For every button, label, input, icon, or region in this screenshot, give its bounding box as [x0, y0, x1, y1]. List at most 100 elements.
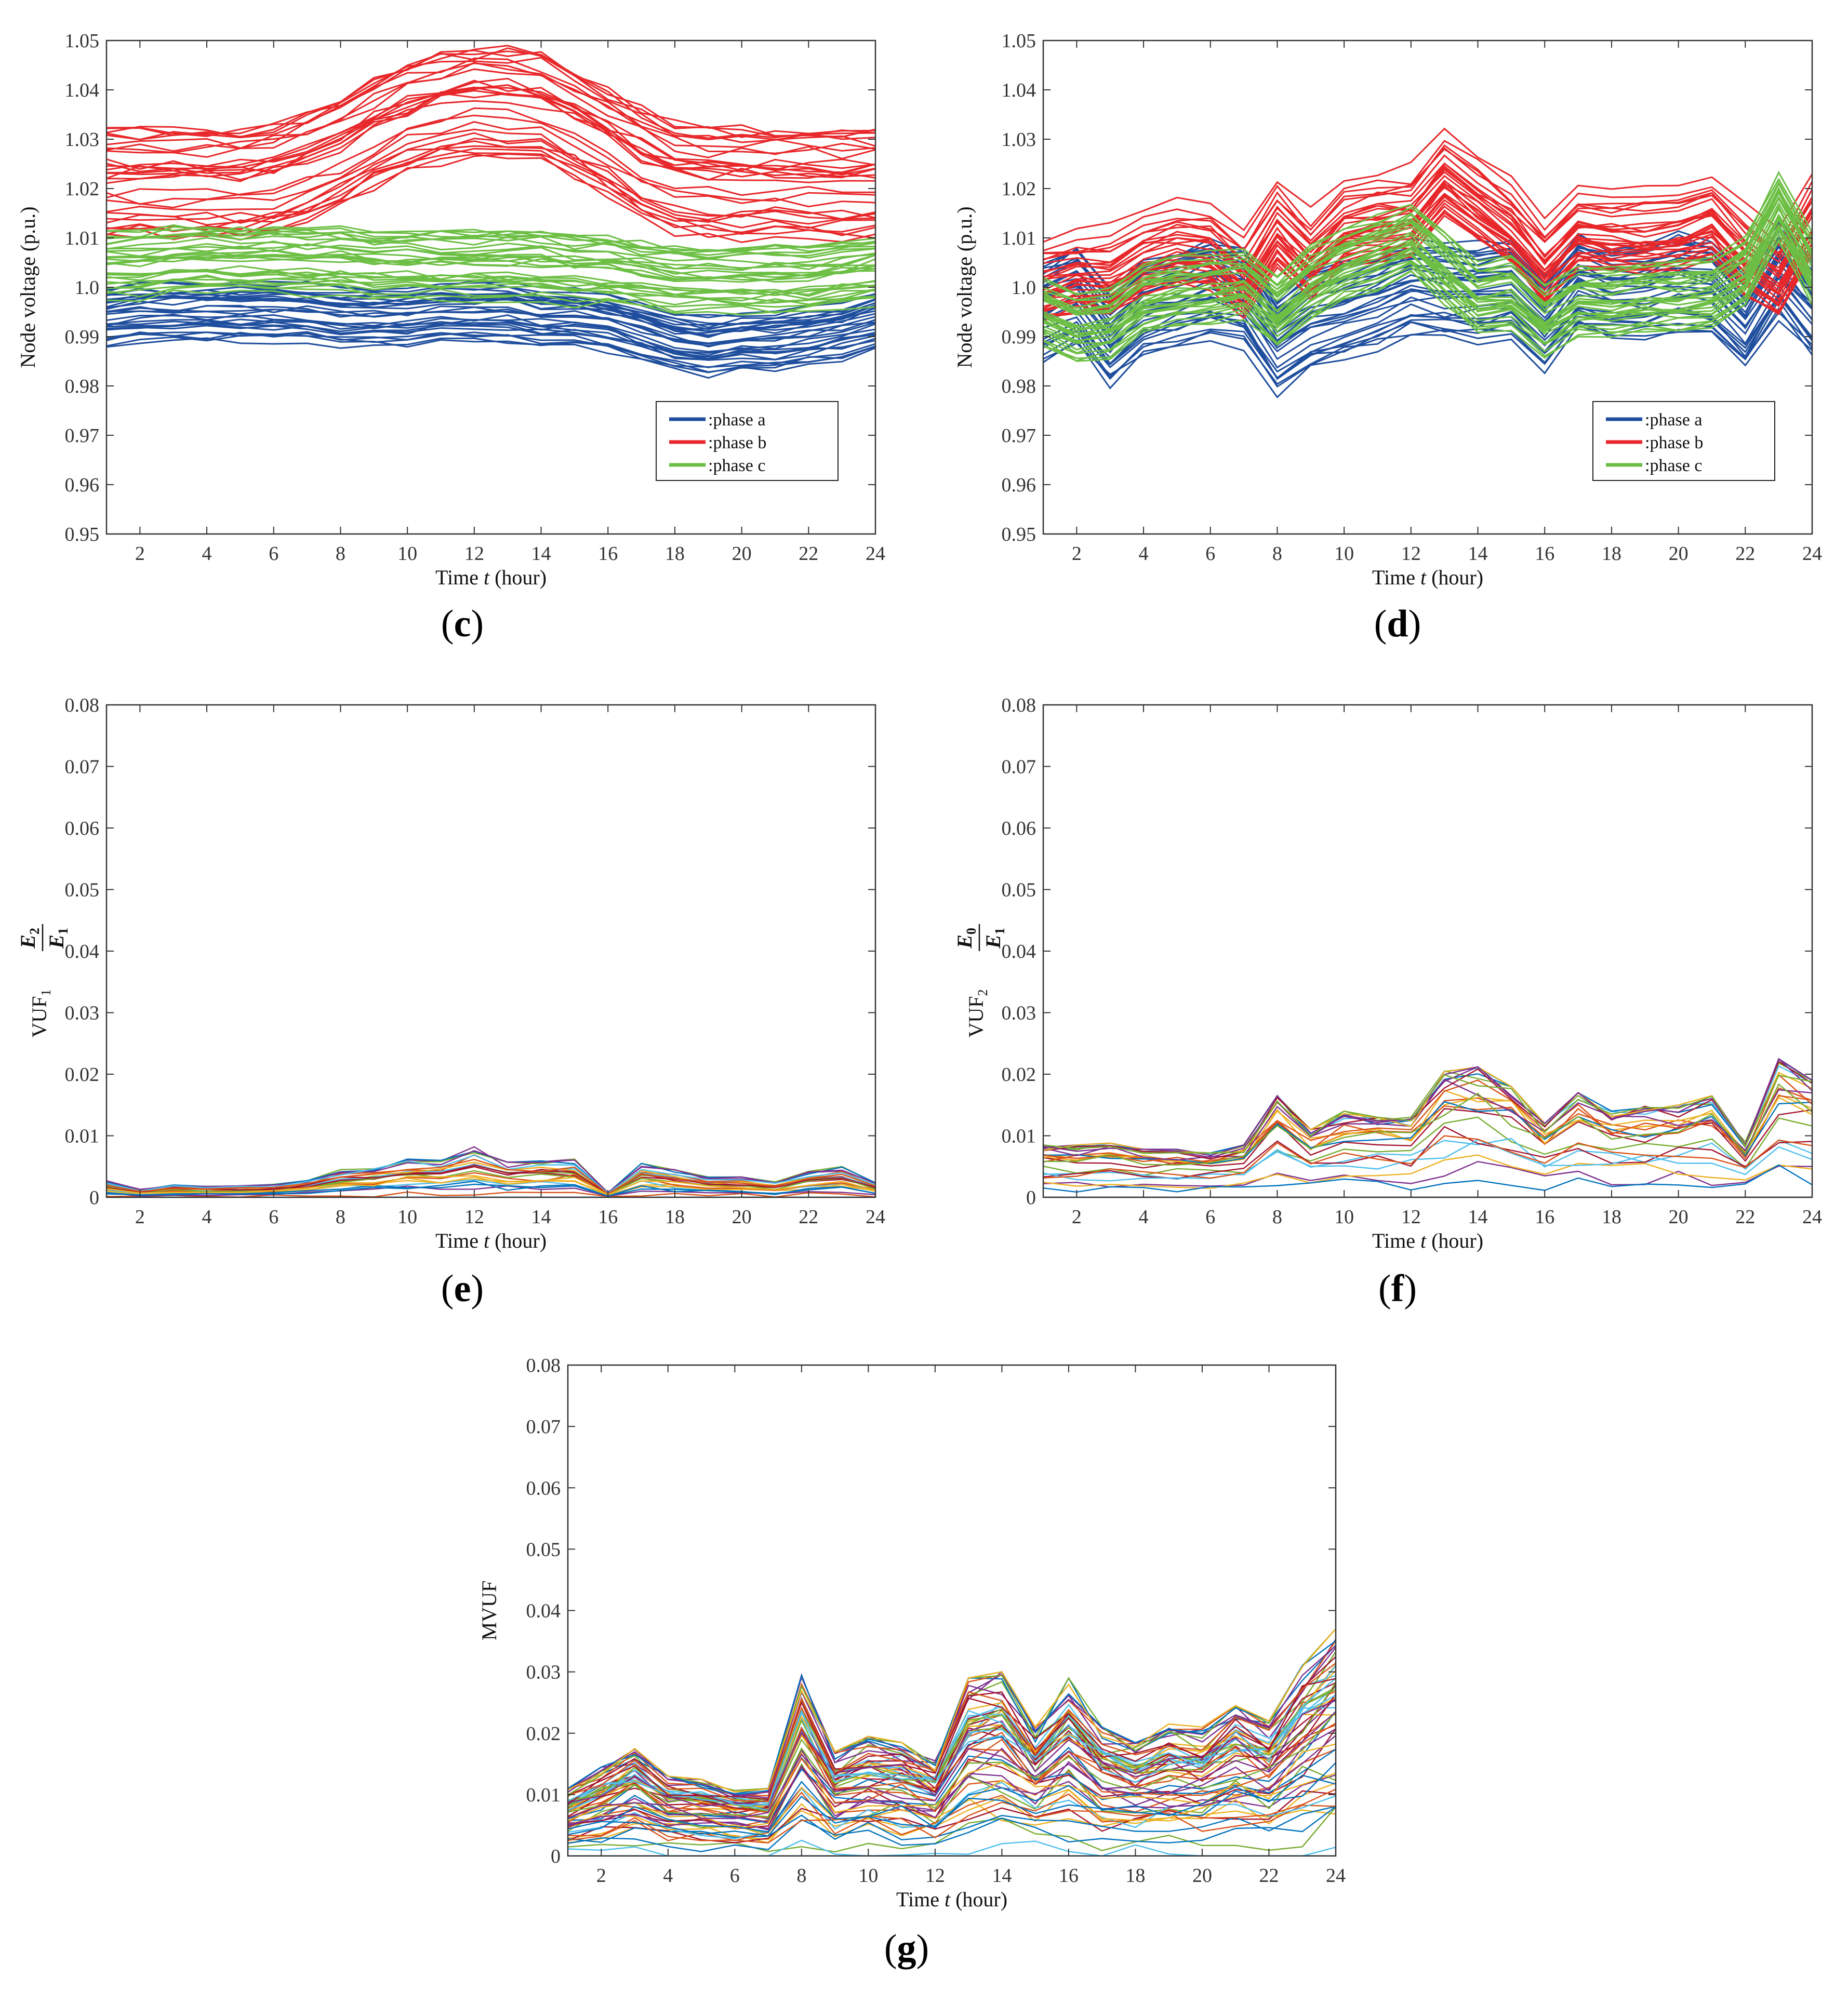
series-line-phase-a-25	[107, 287, 875, 326]
x-tick-label: 6	[269, 543, 278, 565]
series-line-MVUF-envelope-4	[568, 1807, 1336, 1853]
y-tick-label: 1.0	[1012, 277, 1036, 299]
x-tick-label: 2	[135, 543, 145, 565]
x-tick-label: 4	[663, 1865, 673, 1887]
x-tick-label: 18	[1125, 1865, 1145, 1887]
series-line-phase-a-22	[107, 318, 875, 358]
series-line-phase-c-29	[107, 270, 875, 296]
series-line-phase-c-5	[1043, 196, 1812, 316]
x-axis-label-prefix: Time	[1372, 566, 1420, 589]
y-tick-label: 0.99	[65, 326, 100, 348]
x-tick-label: 20	[732, 543, 752, 565]
x-axis-label-suffix: (hour)	[950, 1888, 1007, 1911]
series-line-MVUF-envelope-55	[568, 1678, 1336, 1800]
series-line-phase-b-12	[1043, 154, 1812, 263]
legend-label-phase-b: :phase b	[708, 433, 766, 452]
series-line-phase-c-21	[107, 254, 875, 279]
y-tick-label: 0.05	[1002, 879, 1036, 901]
series-line-phase-c-5	[107, 237, 875, 265]
series-line-phase-c-27	[107, 240, 875, 271]
series-line-phase-b-19	[107, 47, 875, 140]
y-tick-label: 1.03	[65, 129, 100, 151]
x-tick-label: 8	[1272, 1206, 1282, 1228]
y-tick-label: 1.02	[65, 178, 100, 200]
series-line-phase-b-4	[107, 145, 875, 231]
x-tick-label: 16	[1535, 1206, 1554, 1228]
series-lines	[1043, 1058, 1812, 1197]
y-tick-label: 0.04	[526, 1600, 561, 1622]
x-tick-label: 4	[202, 1206, 212, 1228]
series-line-MVUF-envelope-45	[568, 1735, 1336, 1830]
x-tick-label: 22	[1735, 543, 1755, 565]
series-line-phase-c-24	[1043, 181, 1812, 301]
y-tick-label: 0.08	[526, 1355, 561, 1377]
x-tick-label: 14	[1468, 543, 1488, 565]
x-tick-label: 18	[1602, 1206, 1621, 1228]
series-line-phase-b-28	[1043, 144, 1812, 255]
series-line-MVUF-envelope-52	[568, 1700, 1336, 1807]
series-line-phase-b-24	[107, 84, 875, 175]
x-tick-label: 14	[992, 1865, 1012, 1887]
series-line-VUF2-envelope-7	[1043, 1058, 1812, 1154]
series-line-phase-a-24	[1043, 319, 1812, 398]
series-line-phase-c-28	[107, 226, 875, 255]
y-tick-label: 0.97	[65, 425, 100, 447]
series-line-VUF2-envelope-18	[1043, 1083, 1812, 1166]
y-tick-label: 0.01	[1002, 1126, 1036, 1147]
x-tick-label: 10	[397, 1206, 417, 1228]
series-line-phase-b-26	[107, 79, 875, 171]
series-line-VUF1-envelope-19	[107, 1154, 875, 1194]
x-tick-label: 16	[598, 543, 618, 565]
series-line-VUF1-envelope-22	[107, 1158, 875, 1195]
series-line-phase-b-15	[107, 62, 875, 152]
x-tick-label: 22	[799, 1206, 818, 1228]
y-tick-label: 0.07	[1002, 756, 1036, 778]
series-line-phase-b-23	[1043, 179, 1812, 295]
series-line-MVUF-envelope-12	[568, 1839, 1336, 1856]
series-line-MVUF-envelope-31	[568, 1645, 1336, 1799]
chart-panel-c: 2 4 6 8 10 12 14 16 18 20 22 240.950.960.970.980.99…	[16, 30, 885, 645]
series-line-MVUF-envelope-53	[568, 1712, 1336, 1818]
series-line-VUF2-envelope-25	[1043, 1074, 1812, 1154]
x-tick-label: 22	[1259, 1865, 1279, 1887]
plot-frame	[105, 704, 876, 1198]
series-line-phase-c-29	[1043, 189, 1812, 309]
y-tick-label: 0.06	[65, 818, 100, 839]
y-tick-label: 1.02	[1002, 178, 1036, 200]
x-tick-label: 20	[732, 1206, 752, 1228]
series-line-phase-c-28	[1043, 213, 1812, 327]
series-line-phase-b-29	[1043, 182, 1812, 302]
series-line-VUF2-envelope-8	[1043, 1095, 1812, 1165]
series-line-phase-c-26	[1043, 224, 1812, 351]
x-axis-label: Time t (hour)	[896, 1888, 1007, 1911]
x-axis-label-var: t	[484, 566, 490, 589]
y-axis-label: MVUF	[477, 1581, 501, 1641]
series-line-MVUF-envelope-47	[568, 1694, 1336, 1811]
series-line-phase-b-20	[1043, 162, 1812, 264]
series-line-phase-c-17	[1043, 239, 1812, 359]
series-line-phase-a-17	[107, 322, 875, 361]
series-line-phase-c-22	[107, 255, 875, 283]
series-line-MVUF-envelope-35	[568, 1748, 1336, 1824]
x-tick-label: 8	[796, 1865, 806, 1887]
series-line-phase-a-9	[107, 323, 875, 360]
y-tick-label: 0	[551, 1846, 561, 1867]
series-line-phase-b-14	[107, 49, 875, 138]
x-tick-label: 24	[866, 1206, 885, 1228]
y-tick-label: 1.04	[1002, 79, 1036, 101]
y-tick-label: 0.96	[65, 474, 100, 496]
series-line-phase-c-10	[107, 279, 875, 306]
series-line-phase-c-18	[1043, 170, 1812, 296]
series-line-phase-c-8	[107, 289, 875, 316]
series-line-VUF2-envelope-16	[1043, 1154, 1812, 1189]
series-line-phase-a-4	[107, 286, 875, 329]
series-line-MVUF-envelope-59	[568, 1711, 1336, 1820]
series-line-VUF2-envelope-17	[1043, 1078, 1812, 1161]
series-line-phase-a-29	[107, 331, 875, 373]
y-tick-label: 0	[1026, 1187, 1036, 1209]
series-line-phase-b-16	[107, 100, 875, 184]
series-line-VUF2-envelope-11	[1043, 1116, 1812, 1176]
x-tick-label: 12	[1401, 1206, 1421, 1228]
